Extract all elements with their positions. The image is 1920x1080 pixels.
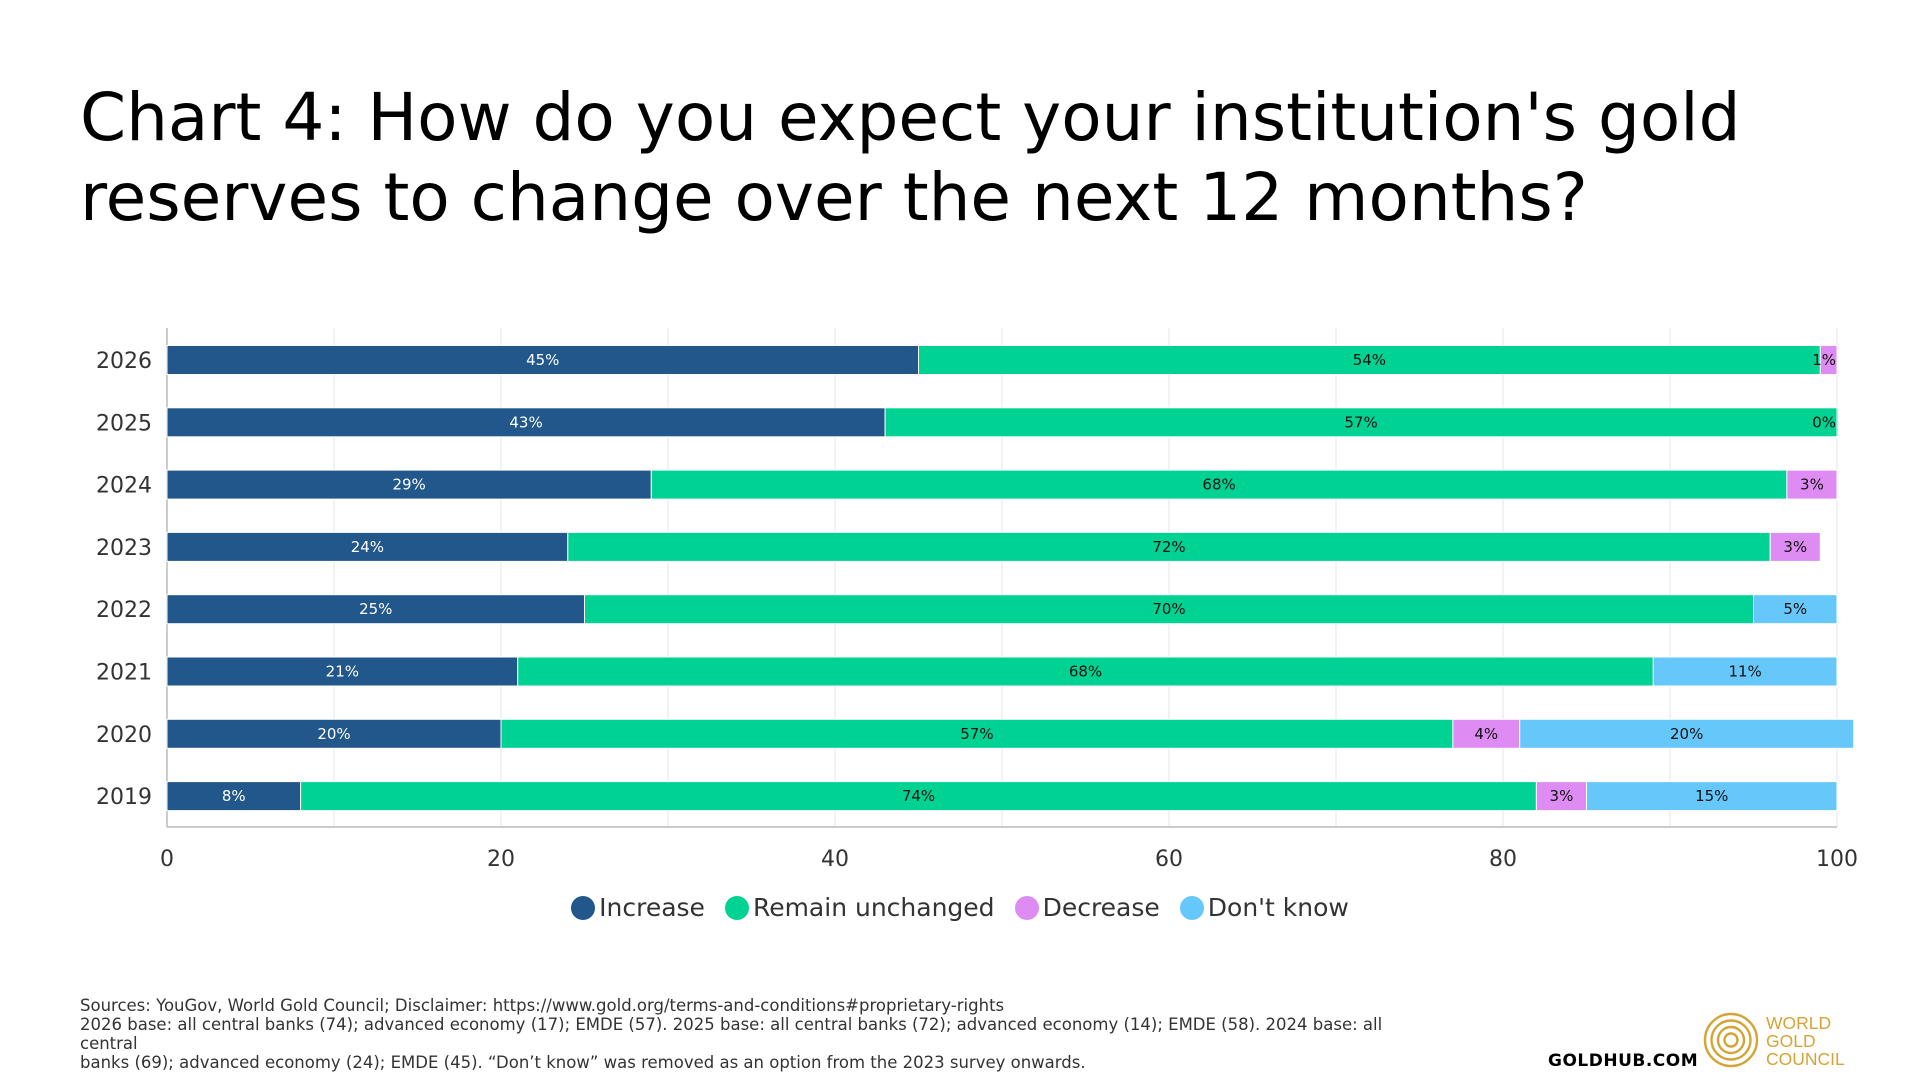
data-label: 29% xyxy=(392,476,425,494)
data-label: 3% xyxy=(1800,476,1824,494)
bar-segment xyxy=(1769,531,1821,562)
bar-segment xyxy=(166,594,585,625)
y-category-label: 2020 xyxy=(96,723,152,748)
legend-item[interactable]: Increase xyxy=(571,893,705,922)
chart-legend: Increase Remain unchanged Decrease Don't kn… xyxy=(0,893,1920,922)
data-label: 11% xyxy=(1728,663,1761,681)
bar-segment xyxy=(567,531,1771,562)
logo-wordmark: WORLD GOLD COUNCIL xyxy=(1766,1014,1845,1068)
bar-segment xyxy=(166,656,519,687)
bar-segment xyxy=(166,345,919,375)
data-label: 5% xyxy=(1783,600,1807,618)
data-label: 21% xyxy=(326,663,359,681)
bar-segment xyxy=(1786,469,1838,500)
data-label: 24% xyxy=(351,538,384,556)
bar-segment xyxy=(1452,718,1521,749)
bar-segment xyxy=(1586,781,1838,812)
x-tick-label: 100 xyxy=(1816,847,1858,872)
bar-segment xyxy=(166,718,502,749)
bar-segment xyxy=(1652,656,1838,687)
x-tick-label: 60 xyxy=(1155,847,1183,872)
legend-swatch-icon xyxy=(1179,895,1204,920)
bar-segment xyxy=(1519,718,1855,749)
logo-word-world: WORLD xyxy=(1766,1013,1832,1033)
data-label: 57% xyxy=(960,725,993,743)
y-category-label: 2026 xyxy=(96,349,152,374)
title-line-2: reserves to change over the next 12 mont… xyxy=(80,159,1588,236)
bar-segment xyxy=(166,781,302,812)
goldhub-link[interactable]: GOLDHUB.COM xyxy=(1548,1051,1699,1071)
legend-label: Remain unchanged xyxy=(752,893,995,922)
footnote: Sources: YouGov, World Gold Council; Dis… xyxy=(80,996,1420,1072)
legend-item[interactable]: Don't know xyxy=(1179,893,1349,922)
bar-segment xyxy=(166,531,569,562)
bar-segment xyxy=(1819,345,1838,375)
bar-segment xyxy=(166,469,652,500)
bar-segment xyxy=(500,718,1454,749)
bar-segment xyxy=(884,407,1838,438)
y-category-label: 2025 xyxy=(96,411,152,436)
legend-label: Increase xyxy=(599,893,705,922)
data-label: 54% xyxy=(1353,351,1386,369)
bar-segment xyxy=(584,594,1754,625)
legend-label: Decrease xyxy=(1042,893,1160,922)
data-label: 0% xyxy=(1812,413,1836,431)
y-category-label: 2022 xyxy=(96,598,152,623)
data-label: 45% xyxy=(526,351,559,369)
bar-segment xyxy=(1535,781,1588,812)
x-tick-label: 40 xyxy=(821,847,849,872)
y-category-label: 2019 xyxy=(96,785,152,810)
y-category-label: 2023 xyxy=(96,536,152,561)
data-label: 68% xyxy=(1202,476,1235,494)
logo-word-council: COUNCIL xyxy=(1766,1049,1845,1069)
logo-word-gold: GOLD xyxy=(1766,1031,1816,1051)
legend-swatch-icon xyxy=(724,895,749,920)
data-label: 20% xyxy=(1670,725,1703,743)
x-tick-label: 0 xyxy=(160,847,174,872)
data-label: 3% xyxy=(1783,538,1807,556)
legend-item[interactable]: Decrease xyxy=(1014,893,1160,922)
data-label: 57% xyxy=(1344,413,1377,431)
data-label: 15% xyxy=(1695,787,1728,805)
y-category-label: 2021 xyxy=(96,661,152,686)
data-label: 70% xyxy=(1152,600,1185,618)
footnote-base-line-2: banks (69); advanced economy (24); EMDE … xyxy=(80,1053,1086,1072)
x-tick-label: 20 xyxy=(487,847,515,872)
data-label: 72% xyxy=(1152,538,1185,556)
bar-segment xyxy=(166,407,886,438)
bar-segment xyxy=(300,781,1537,812)
legend-swatch-icon xyxy=(1014,895,1039,920)
data-label: 1% xyxy=(1812,351,1836,369)
y-category-label: 2024 xyxy=(96,474,152,499)
footnote-base-line-1: 2026 base: all central banks (74); advan… xyxy=(80,1015,1383,1053)
world-gold-council-logo-icon xyxy=(1703,1012,1759,1068)
chart-title: Chart 4: How do you expect your institut… xyxy=(80,78,1780,238)
data-label: 68% xyxy=(1069,663,1102,681)
bar-segment xyxy=(650,469,1788,500)
data-label: 74% xyxy=(902,787,935,805)
bar-segment xyxy=(1836,407,1839,438)
legend-label: Don't know xyxy=(1207,893,1349,922)
bar-segment xyxy=(517,656,1654,687)
footnote-sources: Sources: YouGov, World Gold Council; Dis… xyxy=(80,996,1005,1015)
x-tick-label: 80 xyxy=(1489,847,1517,872)
data-label: 25% xyxy=(359,600,392,618)
legend-swatch-icon xyxy=(571,895,596,920)
data-label: 3% xyxy=(1550,787,1574,805)
legend-item[interactable]: Remain unchanged xyxy=(724,893,995,922)
data-label: 8% xyxy=(222,787,246,805)
data-label: 20% xyxy=(317,725,350,743)
data-label: 43% xyxy=(509,413,542,431)
data-label: 4% xyxy=(1474,725,1498,743)
title-line-1: Chart 4: How do you expect your institut… xyxy=(80,79,1741,156)
bar-segment xyxy=(918,345,1821,375)
bar-segment xyxy=(1753,594,1838,625)
